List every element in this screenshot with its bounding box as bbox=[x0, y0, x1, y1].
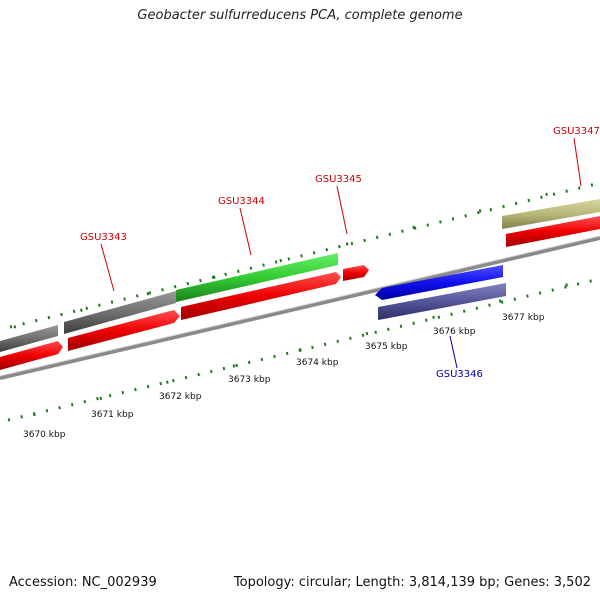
ruler-label-3673: 3673 kbp bbox=[228, 375, 271, 385]
ruler-label-3675: 3675 kbp bbox=[365, 342, 408, 352]
ruler-label-3677: 3677 kbp bbox=[502, 313, 545, 323]
gene-arrow-red-3[interactable] bbox=[181, 272, 341, 320]
map-title: Geobacter sulfurreducens PCA, complete g… bbox=[137, 8, 463, 23]
gene-label-gsu3346[interactable]: GSU3346 bbox=[436, 369, 483, 380]
ruler-label-3672: 3672 kbp bbox=[159, 392, 202, 402]
inner-tick-row bbox=[7, 276, 596, 423]
gene-label-gsu3344[interactable]: GSU3344 bbox=[218, 196, 265, 207]
ruler-label-3676: 3676 kbp bbox=[433, 327, 476, 337]
gene-block-slate[interactable] bbox=[378, 283, 506, 320]
gene-leader-lines bbox=[100, 137, 582, 292]
gene-block-gray-1[interactable] bbox=[0, 325, 58, 352]
gene-arrow-red-4[interactable] bbox=[343, 265, 369, 281]
genome-backbone bbox=[0, 236, 600, 380]
ruler-label-3670: 3670 kbp bbox=[23, 430, 66, 440]
genome-summary-text: Topology: circular; Length: 3,814,139 bp… bbox=[233, 575, 591, 590]
gene-block-green[interactable] bbox=[176, 253, 338, 302]
gene-block-olive[interactable] bbox=[502, 199, 600, 229]
gene-leader-line-reverse bbox=[449, 335, 458, 369]
ruler-label-3671: 3671 kbp bbox=[91, 410, 134, 420]
accession-text: Accession: NC_002939 bbox=[9, 575, 157, 590]
gene-arrow-blue[interactable] bbox=[375, 265, 503, 300]
gene-label-gsu3347[interactable]: GSU3347 bbox=[553, 126, 600, 137]
gene-arrow-red-5[interactable] bbox=[506, 216, 600, 247]
gene-arrow-red-2[interactable] bbox=[68, 310, 180, 351]
gene-label-gsu3343[interactable]: GSU3343 bbox=[80, 232, 127, 243]
ruler-label-3674: 3674 kbp bbox=[296, 358, 339, 368]
gene-arrow-red-1[interactable] bbox=[0, 341, 63, 370]
gene-block-gray-2[interactable] bbox=[64, 291, 176, 334]
gene-label-gsu3345[interactable]: GSU3345 bbox=[315, 174, 362, 185]
